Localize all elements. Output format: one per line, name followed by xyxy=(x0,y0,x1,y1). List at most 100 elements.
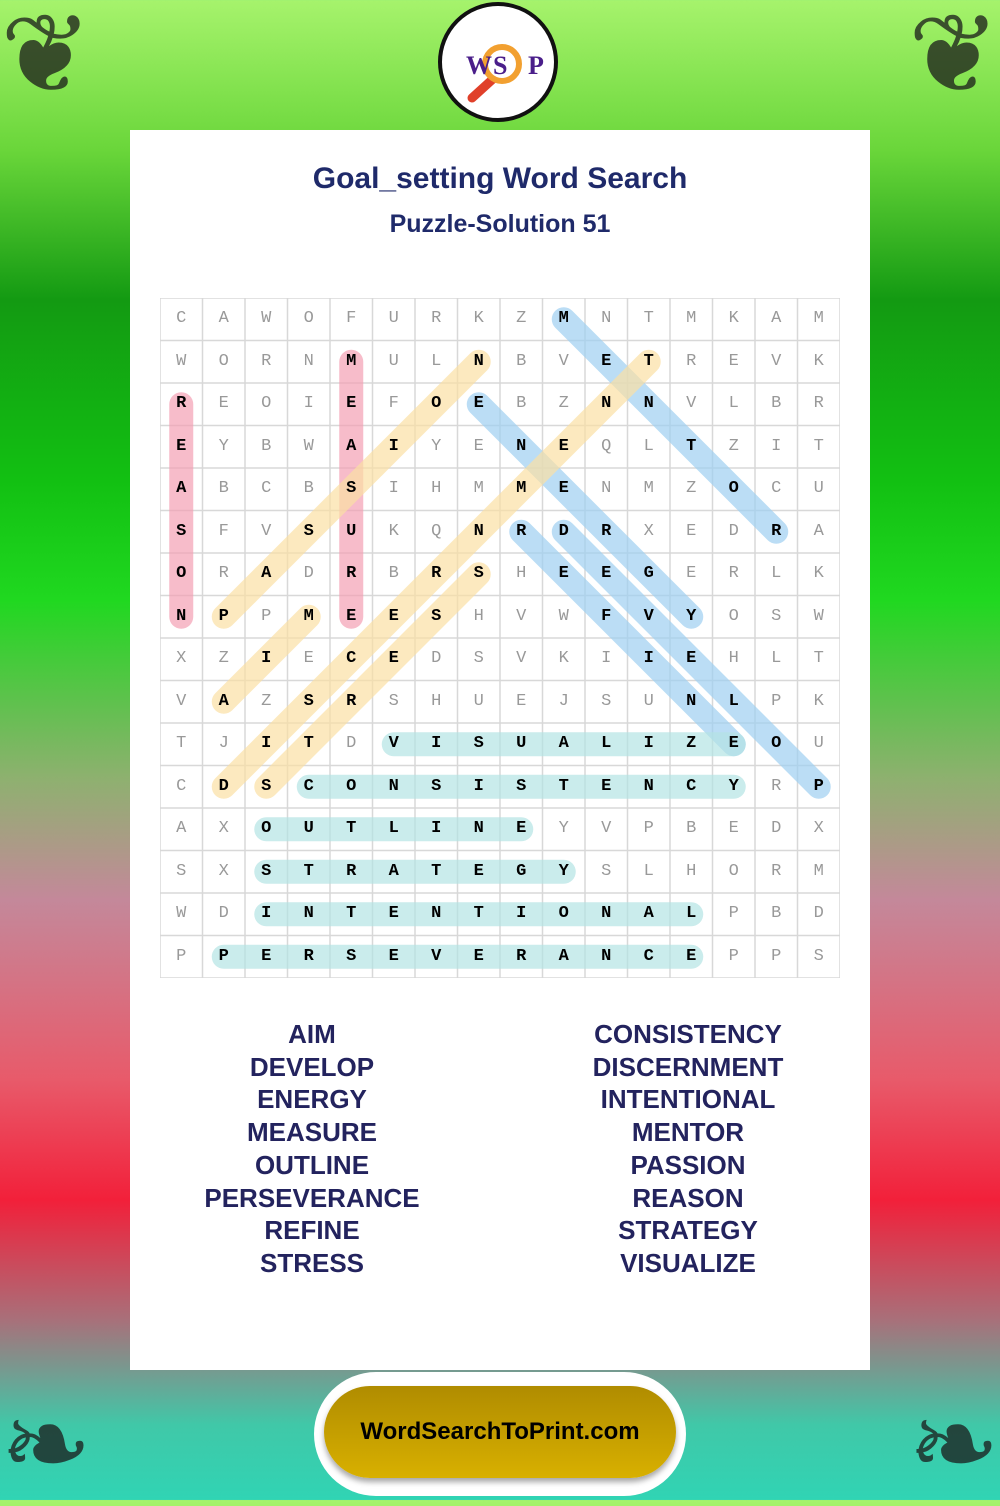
grid-cell: L xyxy=(728,691,739,711)
corner-ornament-top-right: ❦ xyxy=(907,0,1000,116)
grid-cell: B xyxy=(388,564,399,583)
highlight-discernment xyxy=(211,349,661,799)
grid-cell: E xyxy=(686,946,697,966)
highlight-energy xyxy=(466,392,704,629)
grid-cell: L xyxy=(388,819,399,838)
grid-cell: S xyxy=(303,691,314,711)
grid-cell: R xyxy=(813,394,824,413)
grid-cell: N xyxy=(473,521,484,541)
grid-cell: G xyxy=(643,564,654,583)
grid-cell: B xyxy=(686,819,697,838)
website-link[interactable]: WordSearchToPrint.com xyxy=(324,1386,676,1478)
grid-cell: V xyxy=(176,691,187,711)
grid-cell: R xyxy=(771,521,782,541)
grid-cell: L xyxy=(771,649,782,668)
grid-cell: P xyxy=(176,946,187,966)
grid-cell: O xyxy=(431,394,442,413)
grid-cell: M xyxy=(516,479,527,498)
word-list-left: AIM DEVELOP ENERGY MEASURE OUTLINE PERSEVERAN… xyxy=(162,1018,462,1280)
word-list-item: STRATEGY xyxy=(618,1215,758,1246)
grid-cell: S xyxy=(601,691,612,711)
grid-cell: T xyxy=(686,436,697,456)
grid-cell: C xyxy=(346,649,357,668)
grid-cell: N xyxy=(303,904,314,923)
highlight-passion xyxy=(211,349,491,629)
grid-cell: D xyxy=(771,819,782,838)
grid-cell: M xyxy=(686,309,697,328)
grid-cell: V xyxy=(431,946,442,966)
grid-cell: Y xyxy=(558,819,569,838)
grid-cell: D xyxy=(346,734,357,753)
word-list-item: STRESS xyxy=(259,1247,365,1278)
grid-cell: E xyxy=(388,606,399,626)
grid-cell: C xyxy=(686,776,697,796)
grid-cell: M xyxy=(558,309,569,328)
grid-cell: T xyxy=(643,309,654,328)
grid-cell: Z xyxy=(516,309,527,328)
grid-cell: O xyxy=(261,394,272,413)
grid-cell: R xyxy=(516,521,527,541)
word-list-item: INTENTIONAL xyxy=(600,1084,776,1115)
grid-cell: N xyxy=(643,776,654,796)
grid-cell: N xyxy=(601,946,612,966)
grid-cell: H xyxy=(473,606,484,626)
grid-cell: V xyxy=(771,351,782,371)
grid-cell: V xyxy=(601,819,612,838)
grid-cell: N xyxy=(686,691,697,711)
grid-cell: P xyxy=(813,776,824,796)
grid-cell: J xyxy=(558,691,569,711)
grid-cell: D xyxy=(303,564,314,583)
grid-cell: X xyxy=(218,861,229,881)
grid-cell: W xyxy=(261,309,272,328)
grid-cell: X xyxy=(176,649,187,668)
grid-cell: K xyxy=(813,351,824,371)
grid-cell: T xyxy=(813,649,824,668)
grid-cell: I xyxy=(388,436,399,456)
grid-cell: S xyxy=(771,606,782,626)
grid-cell: K xyxy=(813,564,824,583)
grid-cell: I xyxy=(388,479,399,498)
grid-cell: R xyxy=(771,776,782,796)
grid-cell: N xyxy=(601,479,612,498)
grid-cell: B xyxy=(218,479,229,498)
grid-cell: I xyxy=(431,734,442,753)
grid-cell: U xyxy=(516,734,527,753)
grid-cell: V xyxy=(686,394,697,413)
grid-cell: L xyxy=(643,861,654,881)
grid-cell: E xyxy=(473,946,484,966)
grid-cell: V xyxy=(388,734,399,753)
grid-cell: P xyxy=(261,606,272,626)
grid-cell: Z xyxy=(686,479,697,498)
grid-cell: H xyxy=(686,861,697,881)
grid-cell: N xyxy=(473,819,484,838)
grid-cell: C xyxy=(176,776,187,796)
grid-cell: Z xyxy=(261,691,272,711)
grid-cell: J xyxy=(218,734,229,753)
grid-cell: B xyxy=(261,436,272,456)
page-subtitle: Puzzle-Solution 51 xyxy=(389,210,611,238)
grid-cell: X xyxy=(813,819,824,838)
grid-cell: T xyxy=(176,734,187,753)
grid-cell: P xyxy=(728,904,739,923)
grid-cell: U xyxy=(303,819,314,838)
grid-cell: Z xyxy=(558,394,569,413)
grid-cell: S xyxy=(261,776,272,796)
grid-cell: P xyxy=(218,946,229,966)
grid-cell: B xyxy=(516,394,527,413)
grid-cell: E xyxy=(473,394,484,413)
grid-cell: X xyxy=(643,521,654,541)
grid-cell: L xyxy=(643,436,654,456)
grid-cell: W xyxy=(813,606,824,626)
word-list-item: CONSISTENCY xyxy=(594,1019,782,1049)
grid-cell: S xyxy=(431,606,442,626)
highlight-develop xyxy=(551,519,831,799)
grid-cell: I xyxy=(261,904,272,923)
grid-cell: A xyxy=(813,521,824,541)
grid-cell: L xyxy=(771,564,782,583)
word-list-item: PERSEVERANCE xyxy=(204,1182,420,1213)
grid-cell: Q xyxy=(601,436,612,456)
grid-cell: M xyxy=(643,479,654,498)
grid-cell: U xyxy=(813,734,824,753)
grid-cell: F xyxy=(218,521,229,541)
grid-cell: R xyxy=(346,564,357,583)
